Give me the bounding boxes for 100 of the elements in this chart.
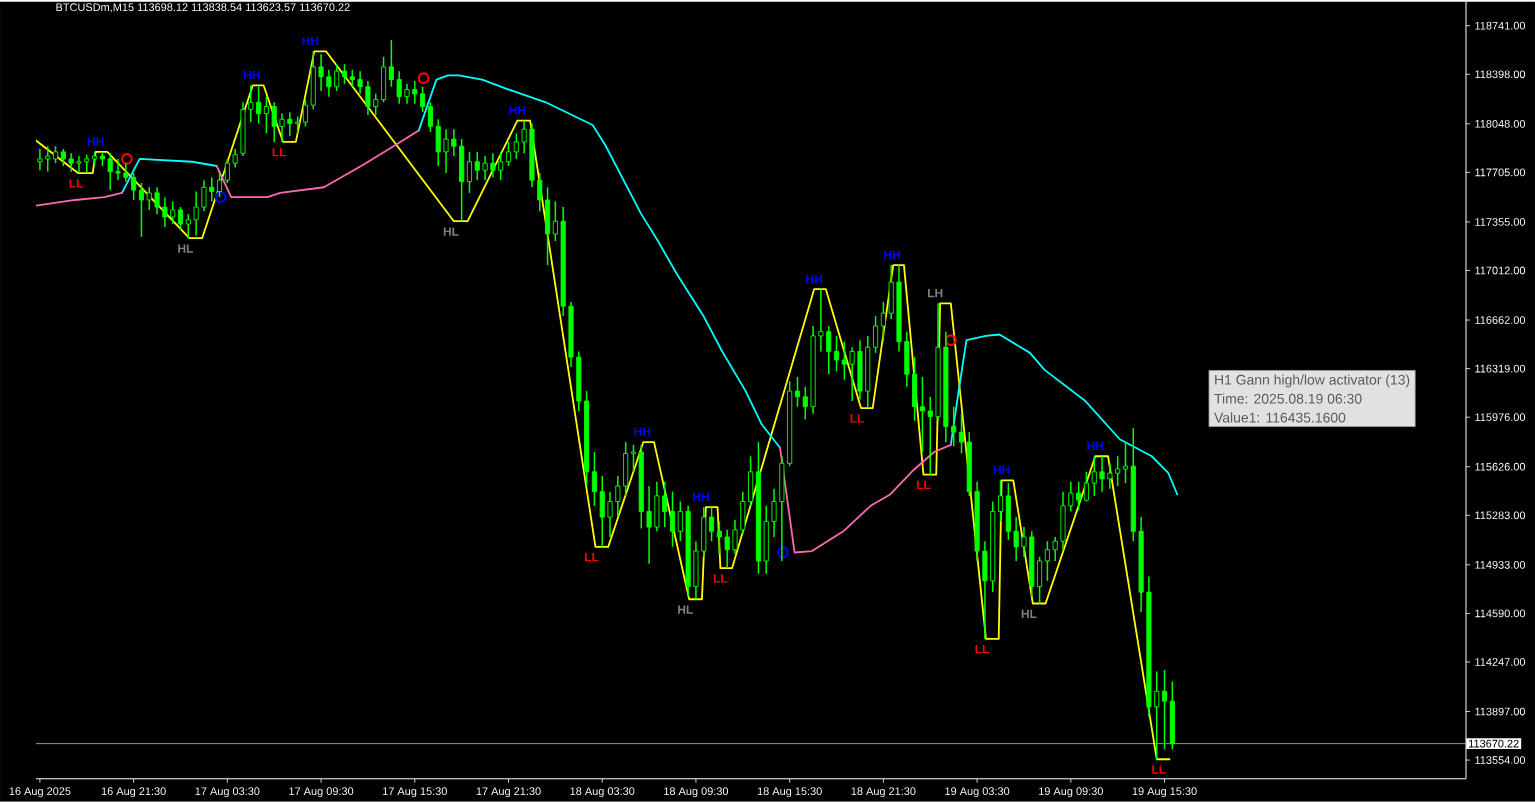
- candlestick: [1068, 481, 1074, 513]
- candlestick: [849, 346, 855, 402]
- annotation: HH: [634, 427, 651, 436]
- annotation: HH: [243, 70, 260, 80]
- y-tick-label: 117705.00: [1475, 168, 1526, 177]
- x-tick-label: 18 Aug 03:30: [570, 787, 635, 798]
- candlestick: [927, 396, 933, 476]
- x-tick-label: 19 Aug 15:30: [1132, 787, 1197, 798]
- candlestick: [388, 39, 394, 88]
- candlestick: [209, 176, 215, 203]
- candlestick: [131, 172, 137, 201]
- ref-line-label: 113670.22: [1469, 739, 1519, 748]
- candlestick: [1107, 462, 1113, 490]
- candlestick: [256, 86, 262, 125]
- candlestick: [232, 148, 238, 169]
- candlestick: [193, 190, 199, 237]
- candlestick: [1161, 669, 1168, 751]
- candlestick: [1122, 441, 1129, 484]
- candlestick: [326, 69, 332, 98]
- candlestick: [185, 213, 191, 240]
- candlestick: [146, 186, 152, 211]
- candlestick: [490, 152, 496, 179]
- annotation: Value1: 116435.1600: [1214, 412, 1346, 423]
- candlestick: [802, 386, 808, 421]
- annotation: HH: [693, 492, 709, 502]
- candlestick: [880, 301, 886, 343]
- line-series: [36, 50, 1171, 761]
- annotation: Time: 2025.08.19 06:30: [1214, 393, 1362, 404]
- candlestick: [373, 93, 379, 116]
- annotation: HH: [509, 106, 526, 115]
- candlestick: [263, 95, 269, 135]
- annotation: HH: [87, 137, 104, 146]
- candlestick: [662, 481, 668, 528]
- candlestick: [123, 162, 129, 183]
- point: [214, 191, 227, 204]
- candlestick: [919, 376, 925, 453]
- y-tick-label: 118741.00: [1475, 21, 1526, 30]
- annotation: LL: [585, 553, 599, 562]
- candlestick: [177, 206, 184, 231]
- annotation: HH: [993, 466, 1010, 475]
- candlestick: [794, 376, 801, 408]
- candlestick: [84, 154, 90, 174]
- x-tick-label: 19 Aug 09:30: [1039, 787, 1103, 798]
- annotation: LL: [975, 645, 989, 654]
- candlestick: [537, 172, 543, 213]
- y-tick-label: 114590.00: [1475, 609, 1526, 618]
- candlestick: [841, 340, 847, 381]
- candlestick: [513, 132, 519, 160]
- point: [944, 334, 957, 347]
- candlestick: [716, 520, 722, 555]
- candlestick: [201, 179, 207, 213]
- candlestick: [1115, 455, 1121, 487]
- candlestick: [474, 151, 480, 182]
- x-tick-label: 17 Aug 15:30: [383, 787, 447, 798]
- candlestick: [154, 186, 160, 215]
- y-tick-label: 116319.00: [1475, 364, 1526, 373]
- candlestick: [630, 444, 637, 473]
- candlestick: [76, 155, 82, 174]
- point: [417, 72, 430, 85]
- annotation: LH: [928, 289, 943, 298]
- candlestick: [224, 158, 230, 184]
- y-tick-label: 117012.00: [1475, 266, 1526, 275]
- y-tick-label: 114933.00: [1475, 561, 1526, 569]
- annotation: HH: [806, 274, 822, 284]
- y-tick-label: 118048.00: [1475, 120, 1526, 128]
- candlestick: [334, 63, 340, 92]
- candlestick: [669, 491, 676, 548]
- annotation: LL: [272, 148, 287, 157]
- annotation: HL: [1021, 609, 1037, 619]
- candlestick: [833, 335, 840, 373]
- candlestick: [818, 288, 824, 353]
- y-tick-label: 114247.00: [1475, 658, 1526, 666]
- x-tick-label: 18 Aug 15:30: [757, 787, 822, 798]
- candlestick: [646, 485, 652, 565]
- x-tick-label: 17 Aug 21:30: [476, 787, 541, 798]
- candlestick: [1052, 536, 1058, 562]
- point: [777, 546, 789, 559]
- candlestick: [1091, 455, 1097, 497]
- y-tick-label: 115626.00: [1475, 462, 1526, 471]
- x-tick-label: 18 Aug 09:30: [664, 787, 729, 798]
- annotation: LL: [916, 480, 931, 490]
- y-tick-label: 113554.00: [1475, 756, 1526, 765]
- x-tick-label: 17 Aug 09:30: [289, 787, 354, 798]
- candlestick: [826, 325, 832, 375]
- candlestick: [420, 86, 426, 114]
- annotation: HH: [884, 250, 901, 260]
- candlestick: [412, 80, 418, 105]
- x-tick-label: 18 Aug 21:30: [851, 787, 916, 798]
- candlestick: [115, 158, 121, 182]
- candlestick: [1021, 526, 1027, 558]
- candlestick: [771, 488, 777, 538]
- candlestick: [396, 70, 402, 105]
- candlestick: [1044, 540, 1050, 582]
- y-tick-label: 118398.00: [1475, 70, 1526, 79]
- annotation: LL: [713, 574, 728, 583]
- candlestick: [45, 145, 51, 173]
- annotation: LL: [850, 414, 865, 423]
- candlestick: [279, 112, 285, 143]
- candlestick: [302, 98, 309, 128]
- candlestick: [724, 529, 730, 569]
